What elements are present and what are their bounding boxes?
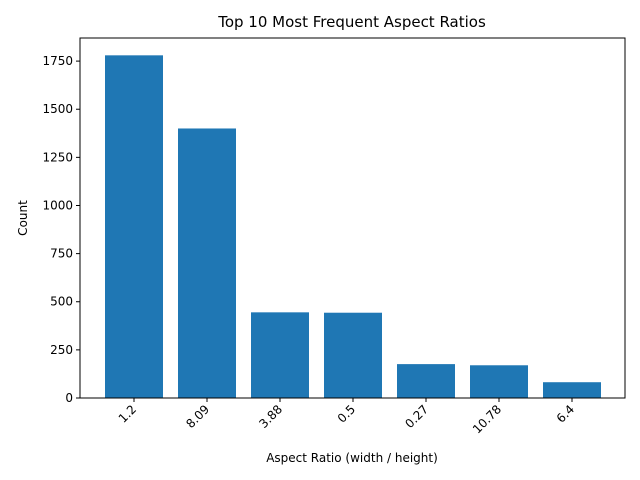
y-tick-label: 1500 xyxy=(42,102,73,116)
y-axis-label: Count xyxy=(16,200,30,236)
bar-1.2 xyxy=(105,55,163,398)
y-tick-label: 250 xyxy=(50,343,73,357)
plot-frame xyxy=(79,37,626,399)
bars-group xyxy=(105,55,601,399)
x-tick-label: 0.5 xyxy=(335,402,358,425)
x-tick-label: 8.09 xyxy=(183,402,212,431)
bar-6.4 xyxy=(543,382,601,398)
y-tick-label: 1000 xyxy=(42,198,73,212)
x-tick-label: 6.4 xyxy=(554,402,577,425)
x-tick-label: 0.27 xyxy=(402,402,431,431)
y-tick-label: 1250 xyxy=(42,150,73,164)
y-tick-label: 750 xyxy=(50,247,73,261)
bar-0.5 xyxy=(324,312,382,398)
chart-title: Top 10 Most Frequent Aspect Ratios xyxy=(217,13,486,31)
y-tick-label: 0 xyxy=(65,391,73,405)
bar-8.09 xyxy=(178,128,236,399)
x-axis-label: Aspect Ratio (width / height) xyxy=(266,451,438,465)
y-tick-label: 1750 xyxy=(42,54,73,68)
y-tick-label: 500 xyxy=(50,295,73,309)
y-axis: 0 250 500 750 1000 1250 1500 1750 xyxy=(42,54,80,405)
bar-10.78 xyxy=(470,365,528,398)
bar-0.27 xyxy=(397,364,455,398)
x-tick-label: 10.78 xyxy=(470,402,504,436)
bar-3.88 xyxy=(251,312,309,398)
x-tick-label: 3.88 xyxy=(256,402,285,431)
x-tick-label: 1.2 xyxy=(116,402,139,425)
x-axis: 1.2 8.09 3.88 0.5 0.27 10.78 6.4 xyxy=(116,398,577,436)
